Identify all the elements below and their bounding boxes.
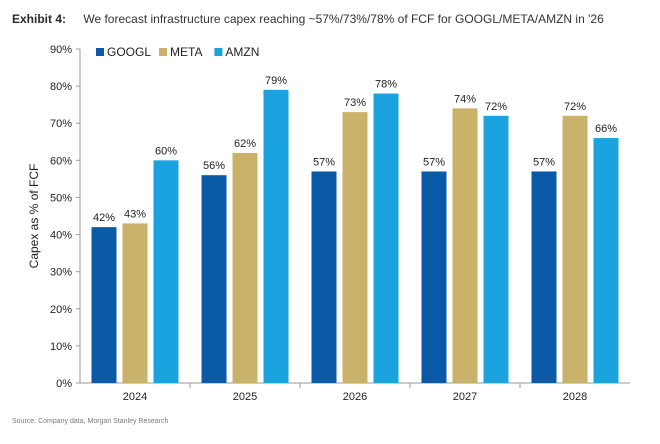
- x-tick-label: 2027: [453, 391, 477, 403]
- data-label: 43%: [124, 208, 146, 220]
- y-tick-label: 30%: [50, 267, 72, 279]
- y-tick-label: 20%: [50, 304, 72, 316]
- y-tick-label: 80%: [50, 81, 72, 93]
- bar-amzn-2025: [263, 89, 289, 384]
- bar-meta-2025: [232, 152, 258, 383]
- y-tick-label: 70%: [50, 118, 72, 130]
- legend-swatch-googl: [96, 48, 104, 56]
- data-label: 42%: [93, 212, 115, 224]
- data-label: 62%: [234, 138, 256, 150]
- bar-meta-2026: [342, 112, 368, 383]
- bar-meta-2024: [122, 223, 148, 383]
- bar-meta-2027: [452, 108, 478, 383]
- y-tick-label: 90%: [50, 44, 72, 56]
- x-tick-label: 2024: [123, 391, 147, 403]
- source-note: Source: Company data, Morgan Stanley Res…: [12, 418, 169, 425]
- data-label: 60%: [155, 145, 177, 157]
- exhibit-label: Exhibit 4:: [12, 12, 67, 26]
- y-tick-label: 0%: [56, 378, 72, 390]
- legend-label-amzn: AMZN: [225, 45, 259, 59]
- data-label: 57%: [423, 156, 445, 168]
- legend-label-meta: META: [170, 45, 202, 59]
- data-label: 57%: [533, 156, 555, 168]
- y-tick-label: 10%: [50, 341, 72, 353]
- bar-amzn-2027: [483, 115, 509, 384]
- bar-amzn-2026: [373, 93, 399, 384]
- bar-googl-2027: [421, 171, 447, 383]
- bar-amzn-2028: [593, 138, 619, 383]
- bar-googl-2026: [311, 171, 337, 383]
- legend-swatch-meta: [159, 48, 167, 56]
- data-label: 74%: [454, 93, 476, 105]
- y-axis-title: Capex as % of FCF: [27, 164, 41, 269]
- y-tick-label: 50%: [50, 192, 72, 204]
- y-tick-label: 60%: [50, 155, 72, 167]
- data-label: 79%: [265, 75, 287, 87]
- bar-meta-2028: [562, 115, 588, 384]
- data-label: 56%: [203, 160, 225, 172]
- exhibit-header: Exhibit 4: We forecast infrastructure ca…: [12, 12, 604, 26]
- data-label: 72%: [485, 101, 507, 113]
- bar-googl-2025: [201, 175, 227, 383]
- data-label: 57%: [313, 156, 335, 168]
- x-tick-label: 2025: [233, 391, 257, 403]
- legend-swatch-amzn: [214, 48, 223, 56]
- bar-googl-2024: [91, 227, 117, 383]
- bar-amzn-2024: [153, 160, 179, 383]
- data-label: 72%: [564, 101, 586, 113]
- y-tick-label: 40%: [50, 230, 72, 242]
- chart-title: We forecast infrastructure capex reachin…: [83, 12, 604, 26]
- x-tick-label: 2026: [343, 391, 367, 403]
- data-label: 78%: [375, 79, 397, 91]
- data-label: 66%: [595, 123, 617, 135]
- x-tick-label: 2028: [563, 391, 587, 403]
- legend-label-googl: GOOGL: [107, 45, 151, 59]
- bar-googl-2028: [531, 171, 557, 383]
- data-label: 73%: [344, 97, 366, 109]
